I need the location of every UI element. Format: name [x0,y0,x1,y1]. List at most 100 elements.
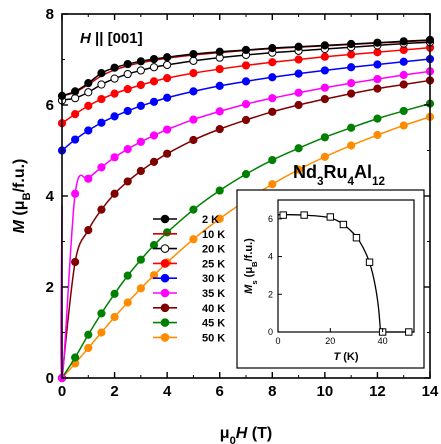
data-point [320,83,329,92]
inset-x-tick-label: 40 [378,336,388,346]
data-point [149,241,159,250]
data-point [149,54,159,64]
data-point [347,50,356,59]
inset-point [352,234,361,242]
data-point [347,89,356,98]
data-point [110,112,119,121]
data-point [320,66,329,75]
data-point [110,189,119,198]
data-point [347,79,356,88]
legend-marker [160,244,170,253]
data-point [399,57,408,66]
data-point [163,74,172,83]
compound-part-1: 3 [317,175,324,188]
data-point [136,166,145,176]
data-point [373,114,382,123]
series-group [57,35,435,383]
legend-marker [160,214,170,224]
y-tick-label: 4 [46,188,55,205]
x-label-prefix: μ [220,425,230,442]
data-point [320,94,329,104]
data-point [373,74,382,84]
inset-x-label-unit: (K) [340,351,359,363]
legend-label: 30 K [202,273,225,285]
data-point [123,106,132,116]
data-point [123,69,132,79]
data-point [215,214,224,223]
data-point [399,37,408,46]
compound-part-5: 12 [372,175,386,188]
legend-label: 35 K [202,288,225,300]
data-point [373,60,382,69]
data-point [268,94,277,103]
data-point [84,101,93,111]
data-point [268,44,277,53]
data-point [189,56,198,65]
series-4 [57,54,435,155]
data-point [84,226,93,235]
inset-y-tick-label: 2 [268,289,273,299]
data-point [123,177,132,186]
y-label-var: M [11,219,28,233]
legend-marker [160,318,170,327]
inset-y-tick-label: 4 [268,252,273,262]
data-point [373,84,382,93]
data-point [84,330,93,339]
legend-marker [160,288,170,298]
data-point [97,309,106,318]
data-point [268,180,277,189]
data-point [123,298,132,307]
x-tick-label: 2 [110,383,118,400]
data-point [399,70,408,80]
data-point [84,343,93,353]
inset-x-label-var: T [333,351,341,363]
inset-x-tick-label: 0 [275,336,280,346]
y-tick-label: 2 [46,279,54,296]
data-point [84,174,93,183]
data-point [136,284,145,293]
y-axis-label: M (μB/f.u.) [11,159,33,234]
data-point [241,170,251,179]
data-point [110,153,119,162]
legend-item-6: 40 K [153,303,225,315]
data-point [294,165,303,174]
data-point [136,80,145,90]
data-point [189,87,198,96]
data-point [97,80,106,89]
inset-point [300,211,308,219]
data-point [241,99,251,109]
legend-label: 10 K [202,229,225,241]
legend-item-7: 45 K [153,318,225,330]
data-point [215,81,224,90]
legend-label: 2 K [202,214,219,226]
data-point [373,38,382,47]
data-point [294,100,303,110]
inset-point [339,220,348,229]
y-tick-label: 0 [46,370,54,387]
legend-marker [160,333,170,342]
data-point [149,97,159,106]
data-point [347,63,356,72]
data-point [97,94,106,104]
data-point [123,145,132,154]
data-point [320,41,329,50]
data-point [215,125,224,134]
data-point [163,93,172,102]
data-point [97,205,106,214]
data-point [136,101,145,111]
data-point [123,59,132,69]
x-label-unit: (T) [247,425,272,442]
data-point [189,49,198,59]
data-point [241,61,251,70]
data-point [84,88,93,97]
x-tick-label: 4 [163,383,172,400]
data-point [294,88,303,97]
legend-label: 20 K [202,244,225,256]
data-point [268,107,277,116]
y-label-unit-open: (μ [11,200,28,220]
data-point [110,89,119,98]
data-point [399,121,408,130]
data-point [241,77,251,86]
data-point [294,69,303,78]
inset-plot: 0 20 40 0 2 4 6 T (K) Ms (μB/f.u.) [236,189,425,369]
